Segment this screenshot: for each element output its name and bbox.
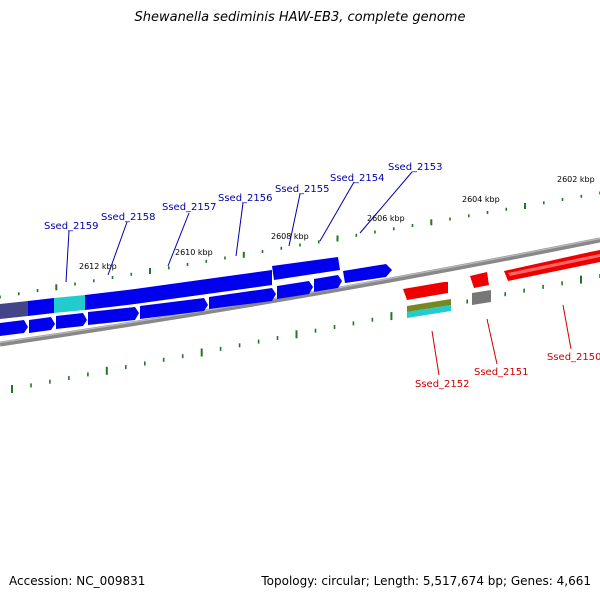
forward-gene-block[interactable] <box>0 320 28 336</box>
gene-label-ssed-2154[interactable]: Ssed_2154 <box>330 173 385 184</box>
forward-gene-block[interactable] <box>343 264 392 283</box>
tick-label-2610: 2610 kbp <box>175 248 213 257</box>
reverse-gene-block[interactable] <box>403 282 448 300</box>
gene-label-ssed-2157[interactable]: Ssed_2157 <box>162 202 217 213</box>
tick-label-2604: 2604 kbp <box>462 195 500 204</box>
forward-gene-block[interactable] <box>85 289 135 310</box>
gene-label-ssed-2152[interactable]: Ssed_2152 <box>415 379 470 390</box>
reverse-gene-block[interactable] <box>472 290 491 305</box>
forward-gene-block[interactable] <box>209 288 276 309</box>
forward-gene-block[interactable] <box>0 301 28 319</box>
forward-gene-block[interactable] <box>29 317 55 333</box>
tick-row-outer <box>0 191 600 299</box>
genome-title: Shewanella sediminis HAW-EB3, complete g… <box>134 10 466 25</box>
rna-gene-olive[interactable] <box>407 299 451 312</box>
gene-label-ssed-2155[interactable]: Ssed_2155 <box>275 184 330 195</box>
tick-label-2612: 2612 kbp <box>79 262 117 271</box>
gene-label-ssed-2150[interactable]: Ssed_2150 <box>547 352 600 363</box>
gene-label-ssed-2151[interactable]: Ssed_2151 <box>474 367 529 378</box>
genome-summary: Topology: circular; Length: 5,517,674 bp… <box>261 574 591 588</box>
tick-label-2608: 2608 kbp <box>271 232 309 241</box>
rna-gene-cyan[interactable] <box>407 305 451 318</box>
gene-label-ssed-2158[interactable]: Ssed_2158 <box>101 212 156 223</box>
gene-label-ssed-2153[interactable]: Ssed_2153 <box>388 162 443 173</box>
forward-gene-block[interactable] <box>272 257 340 280</box>
tick-label-2602: 2602 kbp <box>557 175 595 184</box>
forward-gene-block[interactable] <box>140 298 208 319</box>
forward-gene-block[interactable] <box>54 295 85 313</box>
forward-gene-block[interactable] <box>277 281 313 299</box>
forward-gene-block[interactable] <box>135 279 207 304</box>
forward-label-leaders <box>65 171 413 283</box>
forward-gene-block[interactable] <box>28 298 54 316</box>
forward-gene-block[interactable] <box>207 270 272 294</box>
reverse-gene-highlight <box>508 254 600 276</box>
gene-label-ssed-2156[interactable]: Ssed_2156 <box>218 193 273 204</box>
reverse-label-leaders <box>431 304 572 376</box>
forward-gene-block[interactable] <box>88 307 139 325</box>
gene-label-ssed-2159[interactable]: Ssed_2159 <box>44 221 99 232</box>
reverse-gene-block[interactable] <box>470 272 489 288</box>
tick-label-2606: 2606 kbp <box>367 214 405 223</box>
forward-gene-block[interactable] <box>314 275 342 292</box>
genome-backbone <box>0 237 600 347</box>
forward-gene-block[interactable] <box>56 313 87 329</box>
accession-label: Accession: NC_009831 <box>9 574 146 588</box>
